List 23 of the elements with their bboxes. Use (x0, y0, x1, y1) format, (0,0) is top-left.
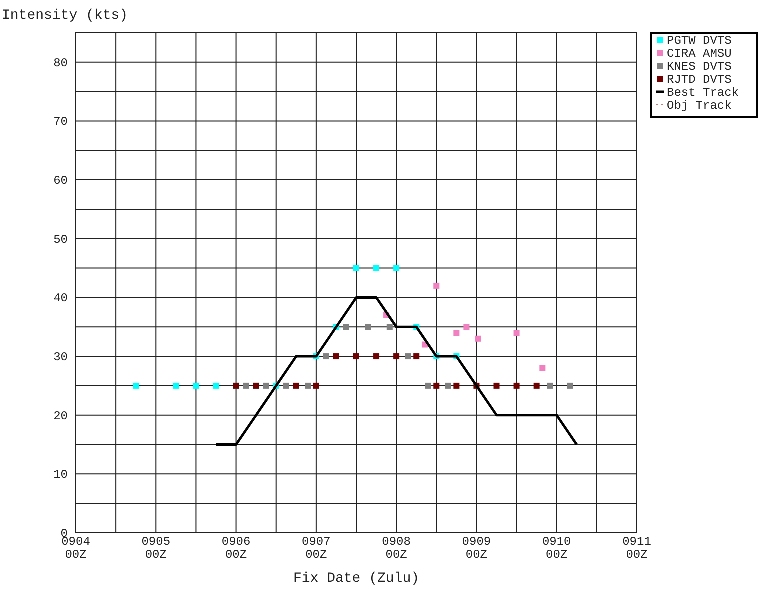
x-tick-label: 0906 00Z (222, 535, 251, 562)
x-tick-label: 0905 00Z (142, 535, 171, 562)
x-tick-label: 0908 00Z (382, 535, 411, 562)
legend-label: RJTD DVTS (667, 73, 732, 87)
y-tick-label: 40 (54, 292, 68, 306)
y-tick-label: 20 (54, 409, 68, 424)
x-axis-title: Fix Date (Zulu) (293, 571, 420, 587)
legend-label: Obj Track (667, 99, 732, 113)
y-tick-label: 60 (54, 174, 68, 188)
y-tick-label: 50 (54, 232, 68, 247)
x-tick-label: 0910 00Z (542, 535, 572, 562)
legend-label: KNES DVTS (667, 60, 732, 74)
legend-label: Best Track (667, 86, 740, 100)
y-tick-label: 70 (54, 115, 68, 130)
x-tick-label: 0909 00Z (462, 535, 492, 562)
y-tick-label: 80 (54, 56, 68, 70)
legend-label: CIRA AMSU (667, 47, 732, 61)
x-tick-label: 0907 00Z (302, 535, 331, 562)
y-tick-label: 30 (54, 350, 68, 365)
legend-label: PGTW DVTS (667, 34, 732, 48)
x-tick-label: 0911 00Z (622, 535, 652, 562)
y-tick-label: 10 (54, 468, 68, 482)
y-axis-title: Intensity (kts) (2, 8, 128, 24)
